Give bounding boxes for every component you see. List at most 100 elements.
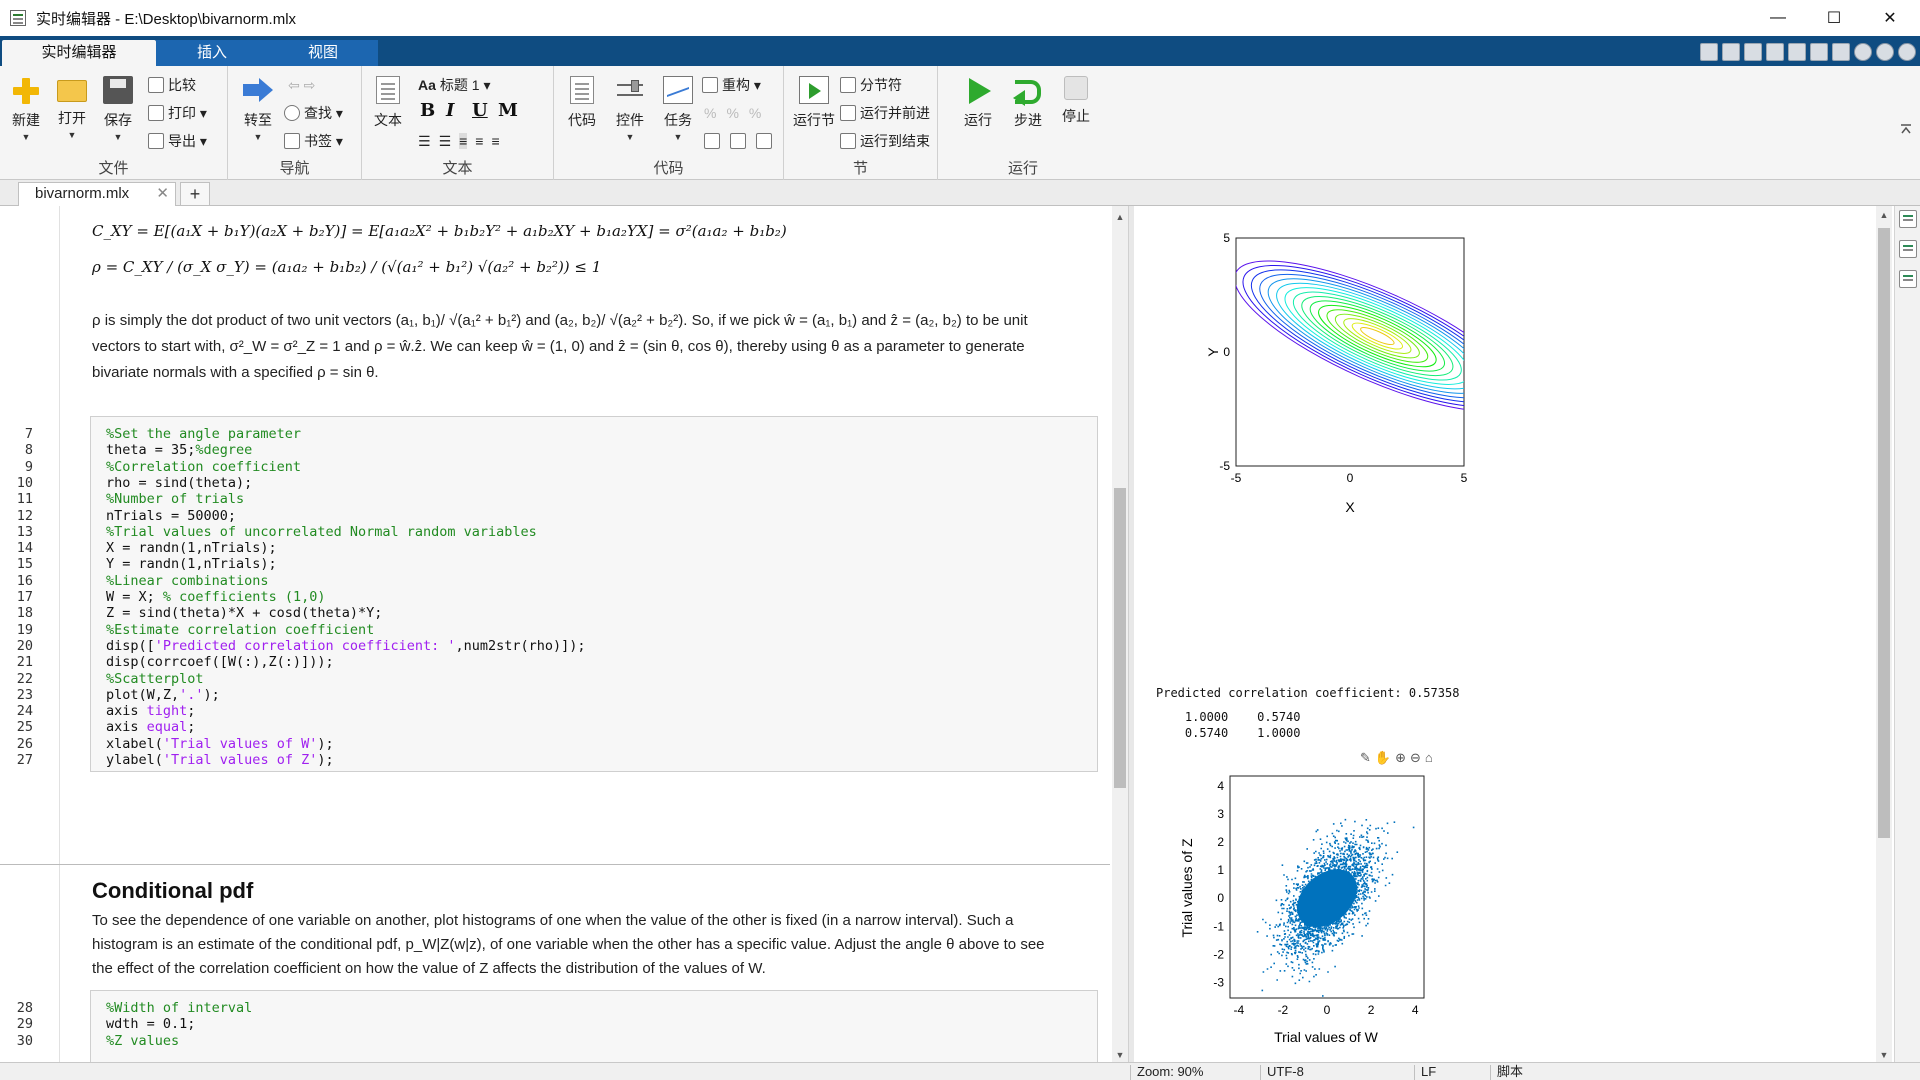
pan-icon[interactable]: ✋ [1374,750,1392,765]
print-button[interactable]: 打印 ▾ [148,102,207,124]
indent-buttons[interactable] [704,130,776,152]
code-line[interactable]: %Z values [106,1033,179,1049]
file-tab[interactable]: bivarnorm.mlx ✕ [18,182,176,206]
scroll-up-icon[interactable]: ▲ [1879,210,1889,220]
scroll-up-icon[interactable]: ▲ [1115,212,1125,222]
save-button[interactable]: 保存 ▼ [96,72,140,142]
back-forward-buttons[interactable]: ⇦ ⇨ [288,76,316,93]
code-line[interactable]: %Linear combinations [106,573,269,589]
uncomment-icon[interactable]: % [726,105,739,121]
tab-live-editor[interactable]: 实时编辑器 [2,40,156,66]
output-on-right-icon[interactable] [1899,210,1917,228]
code-line[interactable]: axis tight; [106,703,195,719]
code-line[interactable]: %Width of interval [106,1000,252,1016]
align-center-icon[interactable]: ≡ [475,133,484,149]
paste-quick-icon[interactable] [1766,43,1784,61]
dropdown-quick-icon[interactable] [1898,43,1916,61]
italic-button[interactable]: I [446,100,455,121]
code-line[interactable]: ylabel('Trial values of Z'); [106,752,334,768]
code-line[interactable]: axis equal; [106,719,195,735]
code-line[interactable]: disp(corrcoef([W(:),Z(:)])); [106,654,334,670]
save-quick-icon[interactable] [1700,43,1718,61]
output-scrollbar-thumb[interactable] [1878,228,1890,838]
code-line[interactable]: nTrials = 50000; [106,508,236,524]
code-line[interactable]: X = randn(1,nTrials); [106,540,277,556]
monospace-button[interactable]: M [498,100,518,121]
output-inline-icon[interactable] [1899,240,1917,258]
code-button[interactable]: 代码 [560,72,604,130]
code-line[interactable]: %Scatterplot [106,671,204,687]
home-icon[interactable]: ⌂ [1424,750,1433,765]
contour-figure[interactable]: -5 0 5 5 0 -5 X Y [1174,214,1534,534]
text-button[interactable]: 文本 [366,72,410,130]
style-dropdown[interactable]: Aa 标题 1 ▾ [418,76,491,94]
wrap-comment-icon[interactable]: % [748,105,762,121]
code-line[interactable]: wdth = 0.1; [106,1016,195,1032]
code-line[interactable]: Y = randn(1,nTrials); [106,556,277,572]
code-line[interactable]: %Estimate correlation coefficient [106,622,374,638]
code-block[interactable] [90,990,1098,1062]
smart-indent-icon[interactable] [704,133,720,149]
stop-button[interactable]: 停止 [1054,72,1098,126]
hide-code-icon[interactable] [1899,270,1917,288]
cut-quick-icon[interactable] [1722,43,1740,61]
status-zoom[interactable]: Zoom: 90% [1130,1065,1203,1080]
run-section-button[interactable]: 运行节 [792,72,836,130]
run-and-advance-button[interactable]: 运行并前进 [840,102,930,124]
bullet-list-icon[interactable]: ☰ [418,132,431,149]
undo-quick-icon[interactable] [1788,43,1806,61]
code-line[interactable]: %Set the angle parameter [106,426,301,442]
control-button[interactable]: 控件 ▼ [608,72,652,142]
code-line[interactable]: %Correlation coefficient [106,459,301,475]
switch-windows-icon[interactable] [1832,43,1850,61]
copy-quick-icon[interactable] [1744,43,1762,61]
live-editor-pane[interactable]: 7 8 9 10 11 12 13 14 15 16 17 18 19 20 21 22 23 24 25 26 27 … [0,206,1116,1062]
code-line[interactable]: disp(['Predicted correlation coefficient… [106,638,586,654]
increase-indent-icon[interactable] [756,133,772,149]
run-to-end-button[interactable]: 运行到结束 [840,130,930,152]
scroll-down-icon[interactable]: ▼ [1115,1050,1125,1060]
community-icon[interactable] [1876,43,1894,61]
code-line[interactable]: plot(W,Z,'.'); [106,687,220,703]
editor-scrollbar-thumb[interactable] [1114,488,1126,788]
help-icon[interactable] [1854,43,1872,61]
section-break-button[interactable]: 分节符 [840,74,902,96]
align-left-icon[interactable]: ≡ [459,133,468,149]
redo-quick-icon[interactable] [1810,43,1828,61]
list-align-buttons[interactable]: ☰ ☰ ≡ ≡ ≡ [418,130,500,152]
decrease-indent-icon[interactable] [730,133,746,149]
code-line[interactable]: %Number of trials [106,491,244,507]
scatter-figure[interactable]: -4 -2 0 2 4 4 3 2 1 0 -1 -2 -3 Trial values of W Tri… [1174,768,1474,1058]
tab-view[interactable]: 视图 [268,40,378,66]
minimize-button[interactable]: — [1770,9,1786,26]
code-line[interactable]: Z = sind(theta)*X + cosd(theta)*Y; [106,605,382,621]
add-tab-button[interactable]: + [180,182,210,206]
task-button[interactable]: 任务 ▼ [656,72,700,142]
new-button[interactable]: 新建 ▼ [4,72,48,142]
underline-button[interactable]: U [472,100,488,121]
code-block[interactable] [90,416,1098,772]
export-button[interactable]: 导出 ▾ [148,130,207,152]
goto-button[interactable]: 转至 ▼ [236,72,280,142]
code-line[interactable]: theta = 35;%degree [106,442,252,458]
bold-button[interactable]: B [420,100,436,121]
comment-icon[interactable]: % [704,105,717,121]
scroll-down-icon[interactable]: ▼ [1879,1050,1889,1060]
run-button[interactable]: 运行 [956,72,1000,130]
bookmark-button[interactable]: 书签 ▾ [284,130,343,152]
collapse-ribbon-icon[interactable] [1900,123,1912,135]
comment-buttons[interactable]: %%% [704,102,761,124]
code-line[interactable]: rho = sind(theta); [106,475,252,491]
align-right-icon[interactable]: ≡ [491,133,500,149]
find-button[interactable]: 查找 ▾ [284,102,343,124]
maximize-button[interactable]: ☐ [1826,10,1842,27]
step-button[interactable]: 步进 [1006,72,1050,130]
number-list-icon[interactable]: ☰ [438,132,452,149]
open-button[interactable]: 打开 ▼ [50,72,94,140]
brush-icon[interactable]: ✎ [1360,750,1371,765]
zoom-in-icon[interactable]: ⊕ [1395,750,1406,765]
code-line[interactable]: %Trial values of uncorrelated Normal ran… [106,524,537,540]
code-line[interactable]: xlabel('Trial values of W'); [106,736,334,752]
tab-insert[interactable]: 插入 [156,40,268,66]
pane-divider[interactable] [1128,206,1134,1062]
